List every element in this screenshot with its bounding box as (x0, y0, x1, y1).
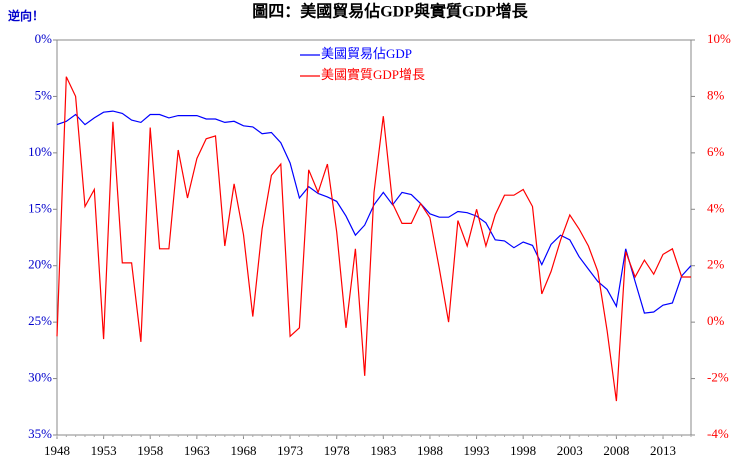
y-tick-label: 0% (35, 31, 53, 46)
chart-title: 圖四：美國貿易佔GDP與實質GDP增長 (252, 2, 529, 21)
y2-tick-label: 0% (707, 313, 725, 328)
y-tick-label: 15% (28, 200, 52, 215)
x-tick-label: 1948 (44, 443, 70, 458)
y2-tick-label: 4% (707, 200, 725, 215)
series-line (56, 110, 692, 314)
x-tick-label: 1998 (510, 443, 536, 458)
legend-label: 美國貿易佔GDP (321, 46, 412, 61)
annotation: 逆向！ (8, 8, 44, 23)
series-line (56, 76, 691, 402)
plot-frame (56, 39, 692, 436)
y-tick-label: 5% (35, 87, 53, 102)
y-tick-label: 25% (28, 313, 52, 328)
y2-tick-label: 8% (707, 87, 725, 102)
x-tick-label: 1963 (184, 443, 210, 458)
x-tick-label: 2003 (557, 443, 583, 458)
y-tick-label: 10% (28, 144, 52, 159)
y-tick-label: 20% (28, 257, 52, 272)
x-tick-label: 2013 (650, 443, 676, 458)
y2-tick-label: 10% (707, 31, 731, 46)
y-tick-label: 30% (28, 370, 52, 385)
x-tick-label: 1973 (277, 443, 303, 458)
legend-label: 美國實質GDP增長 (321, 67, 425, 82)
y2-tick-label: -2% (707, 370, 729, 385)
x-tick-label: 1993 (464, 443, 490, 458)
y2-tick-label: 6% (707, 144, 725, 159)
x-tick-label: 1983 (370, 443, 396, 458)
x-tick-label: 1958 (137, 443, 163, 458)
x-tick-label: 1988 (417, 443, 443, 458)
x-tick-label: 1968 (230, 443, 256, 458)
y2-tick-label: 2% (707, 257, 725, 272)
x-tick-label: 1953 (91, 443, 117, 458)
y2-tick-label: -4% (707, 426, 729, 441)
x-tick-label: 2008 (603, 443, 629, 458)
x-tick-label: 1978 (324, 443, 350, 458)
y-tick-label: 35% (28, 426, 52, 441)
